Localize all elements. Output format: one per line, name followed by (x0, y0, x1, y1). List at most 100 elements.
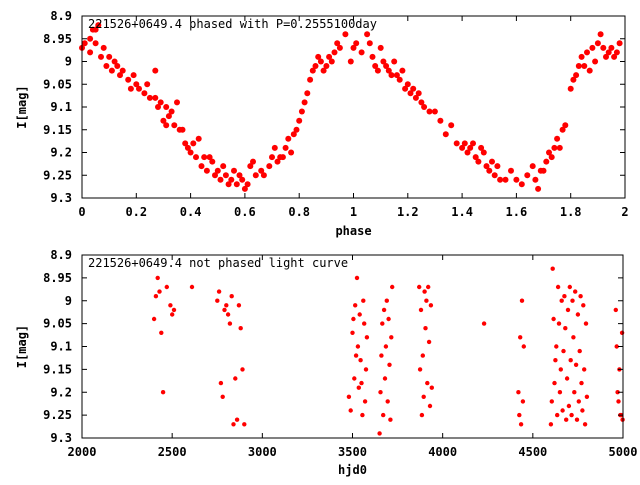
unphased-y-tick-label: 9.3 (50, 431, 72, 445)
unphased-data-point (557, 390, 563, 395)
unphased-data-point (566, 403, 572, 409)
unphased-data-point (351, 316, 356, 322)
unphased-data-point (378, 390, 383, 395)
phased-data-point (347, 58, 354, 65)
unphased-data-point (577, 348, 582, 354)
phased-data-point (578, 53, 585, 60)
phased-data-point (336, 44, 343, 51)
unphased-data-point (387, 362, 392, 367)
unphased-y-tick-label: 9.2 (50, 385, 72, 399)
unphased-data-point (572, 390, 577, 395)
phased-data-point (271, 144, 278, 151)
phased-data-points (79, 22, 623, 192)
phased-data-point (334, 40, 341, 47)
phased-data-point (328, 58, 335, 65)
phased-data-point (396, 76, 403, 83)
phased-y-tick-label: 9.15 (43, 123, 72, 137)
unphased-data-point (379, 353, 384, 358)
phased-data-point (119, 67, 126, 74)
unphased-data-point (360, 412, 365, 418)
phased-data-point (421, 104, 428, 110)
phased-data-point (529, 163, 536, 170)
unphased-data-point (422, 289, 427, 294)
phased-data-point (117, 72, 123, 79)
unphased-x-tick-label: 3000 (248, 445, 277, 459)
unphased-data-point (556, 321, 562, 326)
phased-data-point (559, 126, 566, 133)
phased-data-point (152, 67, 159, 74)
phased-data-point (551, 144, 558, 151)
unphased-y-tick-label: 8.9 (50, 248, 72, 262)
unphased-data-point (225, 312, 231, 317)
unphased-data-point (362, 399, 368, 404)
unphased-data-point (240, 367, 245, 372)
phased-data-point (467, 144, 474, 151)
phased-data-point (372, 63, 379, 69)
unphased-data-point (548, 422, 554, 427)
phased-data-point (184, 144, 191, 151)
unphased-data-point (553, 358, 558, 363)
unphased-data-point (234, 417, 240, 422)
phased-data-point (581, 63, 588, 69)
unphased-data-point (519, 298, 525, 303)
unphased-data-point (555, 412, 560, 418)
phased-data-point (209, 158, 216, 165)
phased-data-point (592, 58, 599, 65)
unphased-data-point (216, 289, 222, 294)
phased-data-point (103, 63, 110, 69)
phased-data-point (220, 163, 227, 170)
unphased-x-tick-label: 4000 (428, 445, 457, 459)
phased-y-tick-label: 9.05 (43, 77, 72, 91)
unphased-data-point (227, 321, 233, 326)
phased-data-point (298, 108, 305, 115)
unphased-data-point (516, 390, 521, 395)
unphased-data-point (613, 307, 618, 313)
unphased-data-point (346, 394, 352, 399)
phased-data-point (198, 163, 205, 170)
phased-data-point (136, 85, 142, 92)
phased-data-point (342, 31, 349, 38)
unphased-data-point (517, 412, 522, 418)
phased-data-point (589, 44, 596, 51)
phased-data-point (266, 163, 273, 170)
phased-data-point (106, 53, 113, 60)
phased-data-point (358, 49, 365, 56)
unphased-data-point (521, 344, 526, 349)
phased-data-point (157, 99, 164, 106)
unphased-data-point (364, 335, 370, 340)
unphased-x-tick-label: 4500 (518, 445, 547, 459)
phased-data-point (584, 49, 590, 56)
unphased-data-point (383, 344, 389, 349)
phased-x-tick-label: 1.4 (451, 205, 473, 219)
unphased-data-point (570, 298, 575, 303)
phased-data-point (201, 154, 208, 161)
phased-data-point (309, 67, 316, 74)
phased-data-point (513, 176, 520, 183)
unphased-data-point (614, 344, 619, 349)
phased-data-point (388, 72, 395, 79)
unphased-data-point (583, 321, 589, 326)
phased-x-tick-label: 0.8 (288, 205, 310, 219)
phased-data-point (483, 163, 490, 170)
phased-data-point (611, 53, 618, 60)
phased-data-point (470, 140, 476, 147)
phased-data-point (190, 140, 197, 147)
unphased-data-point (616, 399, 621, 404)
phased-data-point (203, 167, 210, 174)
unphased-data-point (231, 422, 236, 427)
phased-data-point (163, 104, 170, 110)
phased-data-point (567, 85, 574, 92)
unphased-plot-title: 221526+0649.4 not phased light curve (88, 256, 348, 270)
unphased-data-point (576, 399, 581, 404)
unphased-data-point (357, 312, 362, 317)
phased-data-point (369, 53, 376, 60)
phased-data-point (461, 140, 468, 147)
unphased-data-point (563, 326, 568, 331)
unphased-data-point (362, 321, 367, 326)
phased-data-point (285, 135, 292, 142)
phased-data-point (301, 99, 308, 106)
unphased-data-point (567, 284, 572, 290)
phased-data-point (241, 185, 248, 192)
unphased-data-point (420, 353, 425, 358)
phased-data-point (320, 67, 327, 74)
